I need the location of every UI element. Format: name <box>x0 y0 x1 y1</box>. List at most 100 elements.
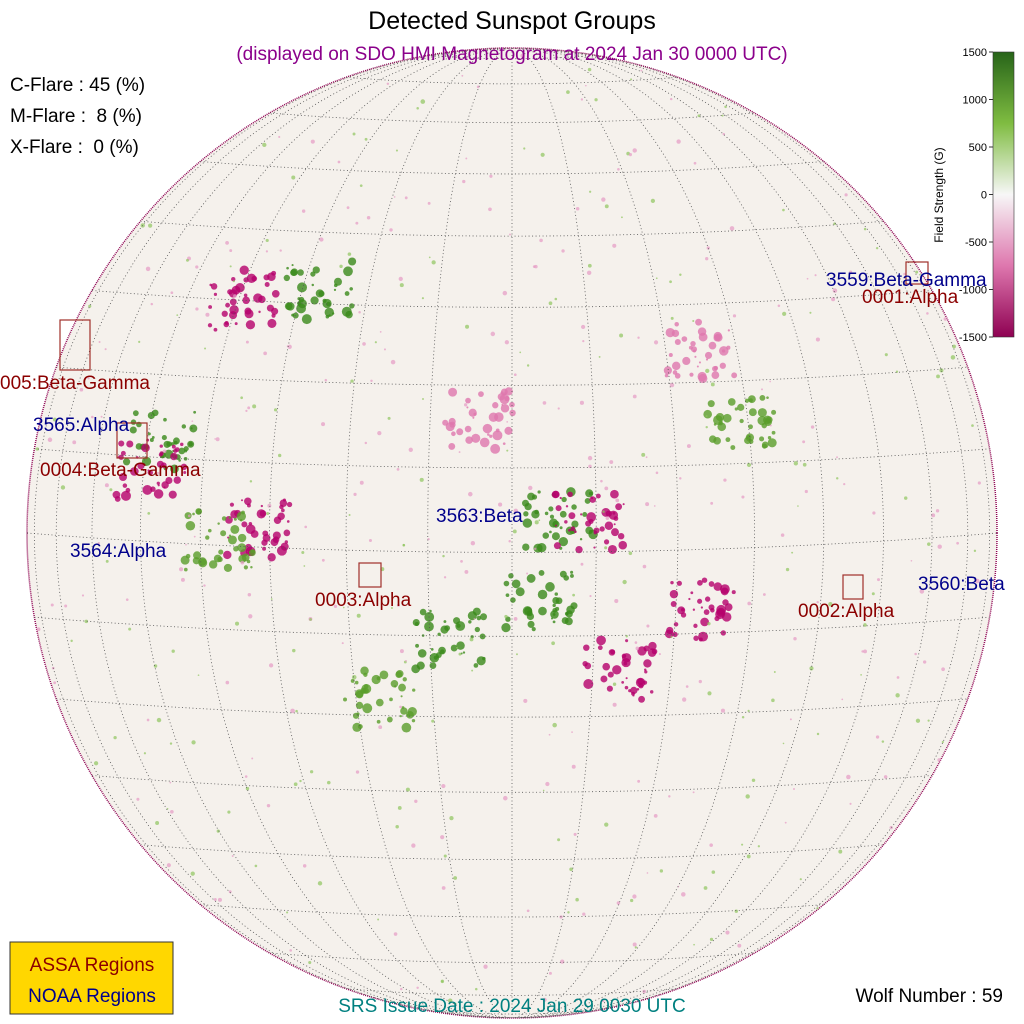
field-speckle <box>287 344 292 349</box>
field-feature <box>527 492 535 501</box>
field-feature <box>394 685 397 688</box>
field-speckle <box>205 312 210 317</box>
field-speckle <box>797 505 799 507</box>
field-feature <box>570 602 578 610</box>
field-speckle <box>247 406 251 410</box>
field-speckle <box>427 201 431 205</box>
field-feature <box>243 293 248 298</box>
field-feature <box>344 291 350 296</box>
field-speckle <box>262 142 267 148</box>
field-feature <box>711 371 720 379</box>
field-feature <box>462 651 466 654</box>
field-feature <box>621 680 625 684</box>
field-feature <box>638 695 645 703</box>
field-feature <box>414 622 419 627</box>
field-feature <box>205 535 210 540</box>
field-speckle <box>125 598 129 601</box>
field-speckle <box>534 520 539 525</box>
field-speckle <box>561 249 565 253</box>
field-feature <box>266 304 274 312</box>
field-feature <box>615 503 623 511</box>
field-feature <box>438 646 446 655</box>
field-feature <box>185 553 191 559</box>
field-speckle <box>321 558 325 562</box>
field-speckle <box>816 907 819 910</box>
field-speckle <box>737 943 742 948</box>
field-speckle <box>347 252 352 256</box>
field-speckle <box>390 606 393 609</box>
field-feature <box>489 434 493 438</box>
field-feature <box>538 570 545 576</box>
field-speckle <box>411 843 416 848</box>
field-speckle <box>528 485 533 491</box>
field-speckle <box>146 718 150 722</box>
field-speckle <box>105 559 109 563</box>
field-speckle <box>622 579 627 585</box>
colorbar-tick-label: 500 <box>969 142 987 154</box>
field-feature <box>698 361 701 364</box>
field-speckle <box>836 477 839 480</box>
field-speckle <box>136 797 140 801</box>
field-feature <box>453 617 461 625</box>
field-feature <box>515 587 525 597</box>
parallel <box>140 844 884 861</box>
field-feature <box>361 683 372 694</box>
field-feature <box>147 469 150 472</box>
field-speckle <box>941 667 945 672</box>
field-feature <box>748 408 757 417</box>
field-feature <box>456 428 464 436</box>
field-speckle <box>725 930 730 935</box>
field-speckle <box>936 374 940 379</box>
field-speckle <box>554 297 558 301</box>
field-feature <box>490 443 501 454</box>
field-speckle <box>393 932 398 936</box>
field-speckle <box>390 359 396 365</box>
field-speckle <box>462 179 466 184</box>
field-speckle <box>395 825 399 829</box>
field-feature <box>119 473 128 482</box>
field-speckle <box>185 543 187 546</box>
parallel <box>200 904 824 918</box>
field-feature <box>267 318 277 328</box>
field-speckle <box>884 353 888 357</box>
field-speckle <box>469 637 474 642</box>
field-speckle <box>419 477 424 482</box>
region-box <box>116 422 148 459</box>
field-feature <box>298 296 305 303</box>
field-speckle <box>97 542 100 545</box>
field-feature <box>689 372 694 377</box>
field-speckle <box>456 646 458 649</box>
assa-region-label: 0001:Alpha <box>862 287 959 308</box>
field-feature <box>122 483 128 488</box>
field-feature <box>610 649 615 655</box>
noaa-region-label: 3564:Alpha <box>70 541 167 562</box>
field-speckle <box>705 415 708 418</box>
field-feature <box>286 266 289 270</box>
field-feature <box>183 470 187 474</box>
field-feature <box>207 323 213 328</box>
field-feature <box>604 521 614 530</box>
field-speckle <box>685 685 689 688</box>
field-speckle <box>793 637 797 641</box>
field-feature <box>766 396 769 399</box>
field-speckle <box>399 705 402 709</box>
field-feature <box>130 419 137 425</box>
field-feature <box>607 544 617 554</box>
field-feature <box>771 409 777 415</box>
field-speckle <box>604 546 608 550</box>
field-feature <box>220 530 227 537</box>
field-speckle <box>386 82 390 86</box>
field-speckle <box>974 578 980 584</box>
field-speckle <box>368 539 372 543</box>
field-feature <box>549 530 552 534</box>
field-feature <box>156 481 160 485</box>
field-feature <box>465 397 471 404</box>
field-speckle <box>849 270 853 274</box>
field-speckle <box>567 911 570 914</box>
field-speckle <box>359 184 363 188</box>
field-speckle <box>254 864 258 868</box>
field-speckle <box>353 492 357 496</box>
field-speckle <box>170 291 174 295</box>
field-feature <box>260 504 264 508</box>
field-speckle <box>155 821 160 825</box>
